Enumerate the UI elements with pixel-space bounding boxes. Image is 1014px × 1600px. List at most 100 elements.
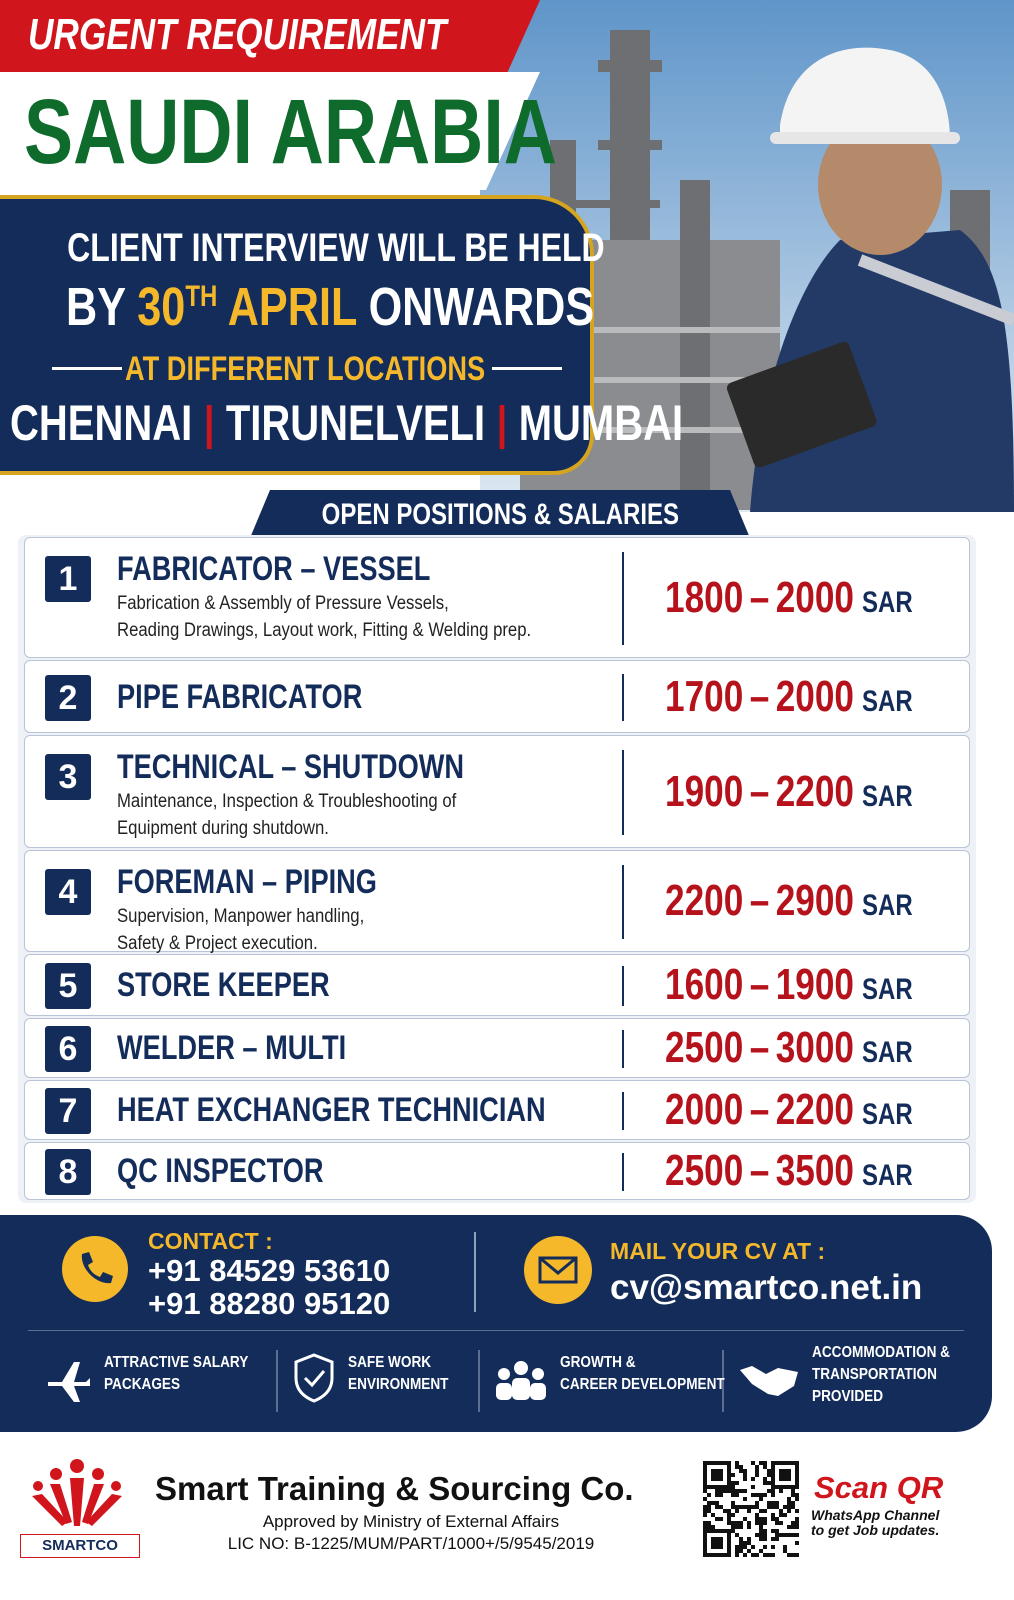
position-row: 5 STORE KEEPER 1600–1900 SAR bbox=[24, 954, 970, 1016]
country-band bbox=[0, 72, 540, 190]
qr-module bbox=[759, 1461, 763, 1465]
qr-module bbox=[739, 1489, 743, 1493]
row-divider bbox=[622, 674, 624, 721]
qr-module bbox=[711, 1501, 715, 1505]
qr-code[interactable] bbox=[702, 1460, 800, 1558]
qr-module bbox=[711, 1525, 715, 1529]
qr-module bbox=[763, 1529, 767, 1533]
phone: +91 84529 53610 bbox=[148, 1253, 391, 1288]
divider bbox=[722, 1350, 724, 1412]
benefit-text: PACKAGES bbox=[104, 1376, 181, 1393]
benefit-line: ENVIRONMENT bbox=[348, 1374, 466, 1396]
qr-module bbox=[787, 1505, 791, 1509]
currency: SAR bbox=[862, 973, 913, 1006]
divider bbox=[474, 1232, 476, 1312]
description-text: Safety & Project execution. bbox=[117, 933, 318, 954]
qr-module bbox=[775, 1501, 779, 1505]
qr-module bbox=[731, 1493, 735, 1497]
rule bbox=[492, 367, 562, 370]
qr-module bbox=[731, 1513, 735, 1517]
salary-separator: – bbox=[749, 876, 770, 925]
qr-module bbox=[719, 1517, 723, 1521]
qr-module bbox=[763, 1493, 767, 1497]
benefit-line: SAFE WORK bbox=[348, 1352, 466, 1374]
salary-min: 1800 bbox=[665, 572, 744, 622]
row-divider bbox=[622, 1029, 624, 1069]
qr-module bbox=[783, 1549, 787, 1553]
benefit-line: CAREER DEVELOPMENT bbox=[560, 1374, 754, 1396]
qr-module bbox=[771, 1501, 775, 1505]
qr-finder bbox=[711, 1469, 723, 1481]
salary-max: 2200 bbox=[775, 766, 855, 816]
row-divider bbox=[622, 966, 624, 1006]
qr-module bbox=[783, 1533, 787, 1537]
position-row: 3 TECHNICAL – SHUTDOWN Maintenance, Inspec… bbox=[24, 735, 970, 848]
qr-module bbox=[703, 1521, 707, 1525]
qr-module bbox=[763, 1517, 767, 1521]
qr-module bbox=[771, 1537, 775, 1541]
qr-module bbox=[791, 1533, 795, 1537]
qr-module bbox=[731, 1521, 735, 1525]
description-line: Fabrication & Assembly of Pressure Vesse… bbox=[117, 590, 588, 617]
qr-module bbox=[727, 1489, 731, 1493]
salary: 2000–2200 SAR bbox=[665, 1085, 975, 1135]
qr-module bbox=[763, 1481, 767, 1485]
qr-module bbox=[791, 1501, 795, 1505]
qr-module bbox=[751, 1493, 755, 1497]
qr-module bbox=[787, 1553, 791, 1557]
salary-max: 2000 bbox=[775, 671, 855, 721]
benefit-text: ACCOMMODATION & bbox=[812, 1344, 951, 1361]
qr-module bbox=[787, 1509, 791, 1513]
salary-min: 2000 bbox=[665, 1085, 744, 1134]
qr-module bbox=[759, 1537, 763, 1541]
qr-module bbox=[767, 1473, 771, 1477]
qr-module bbox=[763, 1465, 767, 1469]
qr-module bbox=[707, 1509, 711, 1513]
logo-text: SMARTCO bbox=[20, 1534, 140, 1558]
qr-module bbox=[795, 1517, 799, 1521]
salary-range: 2500–3500 SAR bbox=[665, 1146, 913, 1196]
qr-module bbox=[727, 1521, 731, 1525]
salary-separator: – bbox=[749, 1023, 770, 1072]
qr-module bbox=[707, 1505, 711, 1509]
qr-module bbox=[783, 1513, 787, 1517]
positions-tab bbox=[250, 490, 750, 538]
description-line: Safety & Project execution. bbox=[117, 930, 398, 957]
qr-module bbox=[703, 1509, 707, 1513]
email[interactable]: cv@smartco.net.in bbox=[610, 1268, 923, 1307]
qr-module bbox=[775, 1517, 779, 1521]
position-title-text: STORE KEEPER bbox=[117, 966, 330, 1004]
qr-module bbox=[771, 1505, 775, 1509]
qr-module bbox=[755, 1473, 759, 1477]
license: LIC NO: B-1225/MUM/PART/1000+/5/9545/201… bbox=[227, 1534, 595, 1553]
date-day: 30 bbox=[137, 277, 186, 337]
qr-module bbox=[743, 1477, 747, 1481]
qr-module bbox=[755, 1533, 759, 1537]
qr-module bbox=[751, 1461, 755, 1465]
benefit-line: TRANSPORTATION bbox=[812, 1364, 974, 1386]
qr-module bbox=[755, 1465, 759, 1469]
position-title-text: PIPE FABRICATOR bbox=[117, 677, 363, 716]
qr-module bbox=[703, 1525, 707, 1529]
date-suffix: TH bbox=[185, 280, 218, 313]
handshake-icon bbox=[740, 1366, 798, 1396]
salary: 1800–2000 SAR bbox=[665, 573, 975, 623]
separator bbox=[28, 1330, 964, 1331]
salary-separator: – bbox=[749, 1146, 770, 1195]
salary-separator: – bbox=[749, 572, 770, 622]
qr-caption: WhatsApp Channel bbox=[811, 1507, 940, 1523]
qr-module bbox=[747, 1521, 751, 1525]
date-by: BY bbox=[66, 277, 126, 337]
qr-module bbox=[791, 1525, 795, 1529]
qr-module bbox=[771, 1493, 775, 1497]
qr-module bbox=[735, 1481, 739, 1485]
qr-module bbox=[735, 1533, 739, 1537]
position-number: 8 bbox=[45, 1149, 91, 1195]
salary-range: 2200–2900 SAR bbox=[665, 876, 913, 926]
qr-module bbox=[727, 1513, 731, 1517]
benefit-text: GROWTH & bbox=[560, 1354, 636, 1371]
salary-min: 1900 bbox=[665, 766, 744, 816]
qr-finder bbox=[779, 1469, 791, 1481]
qr-module bbox=[759, 1493, 763, 1497]
qr-module bbox=[759, 1517, 763, 1521]
